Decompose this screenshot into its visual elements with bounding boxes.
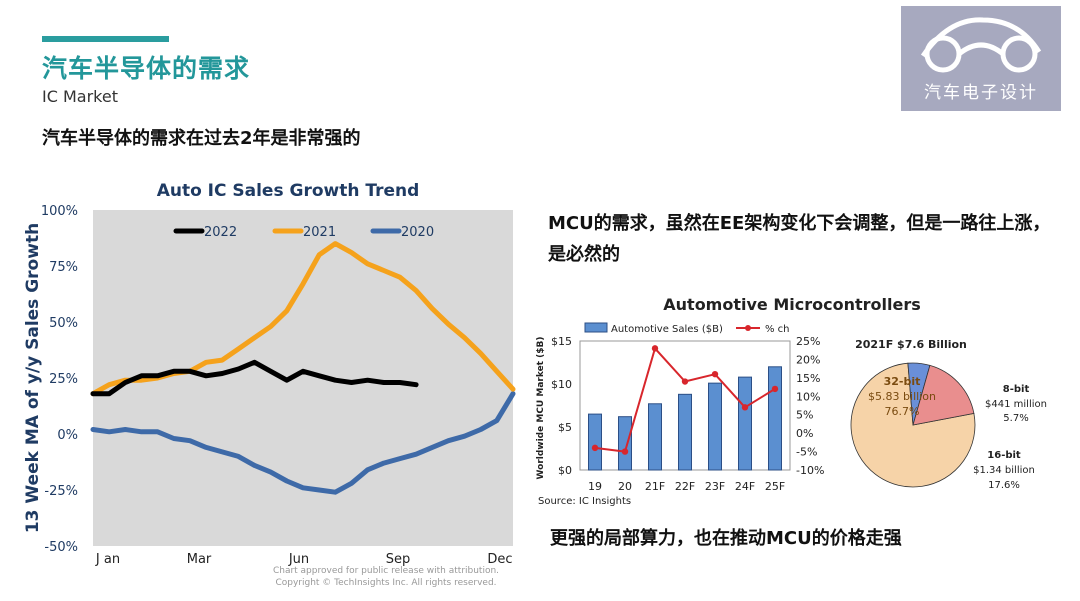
- chart2-bar: [708, 382, 722, 471]
- chart2-legend-bar-label: Automotive Sales ($B): [611, 324, 723, 335]
- page-subtitle: IC Market: [42, 87, 118, 106]
- chart2-x-tick-label: 23F: [705, 480, 725, 493]
- chart2-bar: [588, 413, 602, 471]
- pie-label-16bit-value: $1.34 billion: [973, 465, 1035, 476]
- chart2-bar: [618, 416, 632, 471]
- chart1-legend-label-2022: 2022: [204, 225, 237, 240]
- chart2-y-right-tick-label: 5%: [796, 409, 813, 422]
- chart2-y-right-tick-label: -10%: [796, 464, 824, 477]
- chart2-legend-bar-swatch: [584, 322, 608, 333]
- chart2-y-right-tick-label: 25%: [796, 335, 820, 348]
- chart1-y-tick-label: -50%: [44, 540, 78, 555]
- pie-label-16bit-name: 16-bit: [987, 450, 1021, 461]
- pie-label-32bit-name: 32-bit: [884, 375, 921, 388]
- chart1-legend-label-2021: 2021: [303, 225, 336, 240]
- chart2-x-tick-label: 20: [618, 480, 632, 493]
- pie-slice-16-bit: [912, 364, 975, 426]
- chart2-growth-point: [621, 448, 629, 455]
- car-logo-icon: [920, 17, 1042, 73]
- chart2-x-tick-label: 21F: [645, 480, 665, 493]
- chart2-x-tick-label: 22F: [675, 480, 695, 493]
- chart1-y-tick-label: -25%: [44, 484, 78, 499]
- chart2-growth-point: [591, 444, 599, 452]
- chart2-y-right-tick-label: -5%: [796, 446, 817, 459]
- chart2-y-right-tick-label: 20%: [796, 353, 820, 366]
- chart2-growth-point: [651, 345, 659, 352]
- chart1-series-line-2022: [90, 359, 419, 397]
- chart1-legend-label-2020: 2020: [401, 225, 434, 240]
- chart2-bar: [678, 393, 692, 471]
- pie-label-16bit-percent: 17.6%: [988, 480, 1020, 491]
- pie-label-8bit-value: $441 million: [985, 399, 1047, 410]
- chart1-y-tick-label: 100%: [41, 204, 78, 219]
- chart2-y-left-tick-label: $5: [558, 421, 572, 434]
- auto-ic-growth-chart: Auto IC Sales Growth Trend 13 Week MA of…: [23, 181, 516, 588]
- chart1-footnote-line1: Chart approved for public release with a…: [273, 566, 499, 576]
- chart1-y-tick-label: 25%: [49, 372, 78, 387]
- pie-label-8bit-percent: 5.7%: [1003, 413, 1028, 424]
- chart1-series-line-2020: [90, 391, 516, 495]
- chart1-x-tick-label: J an: [95, 552, 120, 567]
- chart1-x-tick-label: Mar: [187, 552, 212, 567]
- chart2-x-tick-label: 19: [588, 480, 602, 493]
- chart2-legend-line-label: % ch: [765, 324, 790, 335]
- chart2-title: Automotive Microcontrollers: [663, 295, 920, 314]
- title-accent-bar: [42, 36, 169, 42]
- chart2-y-left-tick-label: $10: [551, 378, 572, 391]
- chart1-y-axis-label: 13 Week MA of y/y Sales Growth: [23, 223, 43, 533]
- chart2-growth-point: [711, 370, 719, 378]
- chart1-footnote-line2: Copyright © TechInsights Inc. All rights…: [275, 578, 496, 588]
- chart2-y-right-tick-label: 15%: [796, 372, 820, 385]
- pie-title: 2021F $7.6 Billion: [855, 338, 967, 351]
- pie-label-32bit-value: $5.83 billion: [868, 390, 936, 403]
- page-title: 汽车半导体的需求: [42, 54, 251, 83]
- pie-label-8bit-name: 8-bit: [1003, 384, 1030, 395]
- brand-logo: 汽车电子设计: [901, 6, 1061, 111]
- pie-label-32bit-percent: 76.7%: [885, 405, 920, 418]
- headline-text: 汽车半导体的需求在过去2年是非常强的: [42, 128, 361, 149]
- chart1-y-tick-label: 50%: [49, 316, 78, 331]
- chart1-x-tick-label: Dec: [487, 552, 512, 567]
- chart2-bar: [768, 366, 782, 471]
- chart2-bar: [648, 403, 662, 471]
- chart2-x-tick-label: 25F: [765, 480, 785, 493]
- chart1-x-tick-label: Jun: [288, 552, 309, 567]
- chart1-x-tick-label: Sep: [386, 552, 411, 567]
- chart1-y-tick-label: 0%: [57, 428, 78, 443]
- chart2-bar: [738, 376, 752, 471]
- chart2-y-right-tick-label: 10%: [796, 390, 820, 403]
- chart2-legend-line-marker: [745, 325, 751, 331]
- chart1-y-tick-label: 75%: [49, 260, 78, 275]
- chart2-x-tick-label: 24F: [735, 480, 755, 493]
- chart2-y-left-tick-label: $0: [558, 464, 572, 477]
- chart1-title: Auto IC Sales Growth Trend: [157, 181, 420, 201]
- chart2-y-right-tick-label: 0%: [796, 427, 813, 440]
- brand-logo-text: 汽车电子设计: [924, 83, 1038, 103]
- chart2-growth-point: [681, 378, 689, 385]
- chart2-source: Source: IC Insights: [538, 496, 631, 507]
- chart2-growth-point: [771, 385, 779, 393]
- automotive-mcu-chart: Automotive Microcontrollers Automotive S…: [536, 295, 1047, 507]
- chart2-growth-point: [741, 404, 749, 411]
- chart2-y-axis-label: Worldwide MCU Market ($B): [536, 337, 546, 480]
- mcu-note-text: MCU的需求，虽然在EE架构变化下会调整，但是一路往上涨，是必然的: [548, 213, 1051, 265]
- chart2-y-left-tick-label: $15: [551, 335, 572, 348]
- mcu-price-note-text: 更强的局部算力，也在推动MCU的价格走强: [550, 528, 902, 549]
